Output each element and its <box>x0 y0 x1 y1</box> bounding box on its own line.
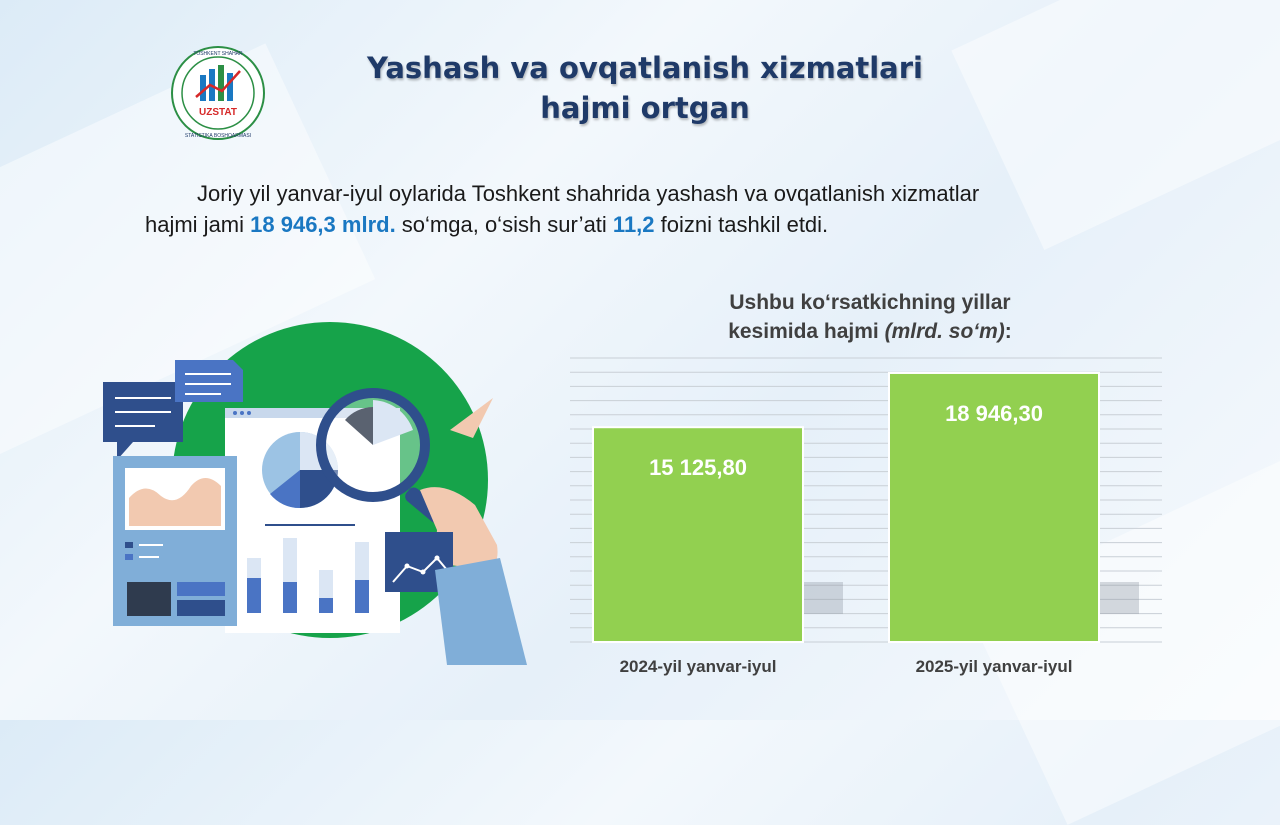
bar-2 <box>888 371 1100 643</box>
title-line-1: Yashash va ovqatlanish xizmatlari <box>367 51 923 85</box>
paragraph-line-1: Joriy yil yanvar-iyul oylarida Toshkent … <box>197 181 980 206</box>
chart-title-line-1: Ushbu ko‘rsatkichning yillar <box>729 291 1011 314</box>
chat-bubble-icon <box>103 382 183 460</box>
paper-plane-icon <box>450 398 493 438</box>
chart-unit: (mlrd. so‘m) <box>884 320 1005 343</box>
x-tick-label: 2024-yil yanvar-iyul <box>620 657 777 676</box>
hand-icon <box>420 487 498 570</box>
logo-arc-text-bottom: STATISTIKA BOSHQARMASI <box>185 133 251 139</box>
chart-title: Ushbu ko‘rsatkichning yillar kesimida ha… <box>660 288 1080 346</box>
analytics-illustration <box>103 322 527 665</box>
paragraph-text: hajmi jami <box>145 212 251 237</box>
bar-value-label: 15 125,80 <box>649 455 747 480</box>
title-line-2: hajmi ortgan <box>540 91 750 125</box>
highlight-total-volume: 18 946,3 mlrd. <box>250 212 396 237</box>
message-card-icon <box>175 360 243 402</box>
volume-bar-chart: 15 125,80 18 946,30 2024-yil yanvar-iyul 2… <box>570 357 1162 676</box>
page-title: Yashash va ovqatlanish xizmatlari hajmi … <box>300 48 990 128</box>
logo-arc-text-top: TOSHKENT SHAHAR <box>193 51 243 57</box>
highlight-growth-rate: 11,2 <box>612 212 655 237</box>
dashboard-panel <box>113 456 237 626</box>
bar-shadow <box>1099 582 1139 614</box>
chart-title-line-2: kesimida hajmi <box>728 320 885 343</box>
chart-title-colon: : <box>1004 320 1012 343</box>
summary-paragraph: Joriy yil yanvar-iyul oylarida Toshkent … <box>145 178 1155 240</box>
paragraph-text: foizni tashkil etdi. <box>654 212 829 237</box>
magnifier-icon <box>316 388 445 524</box>
logo-brand: UZSTAT <box>199 107 237 118</box>
paragraph-text: so‘mga, o‘sish sur’ati <box>395 212 613 237</box>
uzstat-logo: UZSTAT TOSHKENT SHAHAR STATISTIKA BOSHQA… <box>171 46 265 140</box>
bar-1 <box>592 426 804 643</box>
bar-shadow <box>803 582 843 614</box>
x-tick-label: 2025-yil yanvar-iyul <box>916 657 1073 676</box>
bar-value-label: 18 946,30 <box>945 401 1043 426</box>
sleeve <box>435 558 527 665</box>
bar-chart-icon <box>247 538 369 613</box>
